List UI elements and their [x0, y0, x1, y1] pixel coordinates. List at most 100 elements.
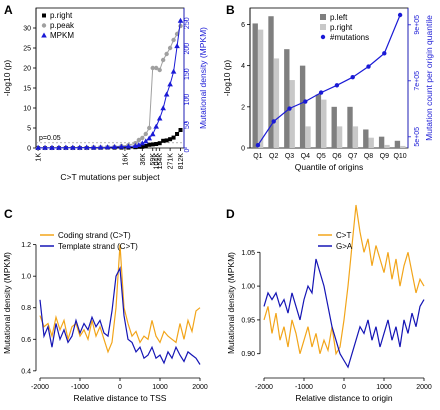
- panel-b: 0 2 4 6 5e+05 7e+05 9e+05 Q1 Q2 Q3 Q4 Q5 Q6 Q7 Q8 Q9 Q10…: [222, 7, 434, 172]
- panel-a-point-p.peak: [136, 137, 142, 143]
- panel-b-point-mutations: [287, 106, 292, 111]
- panel-b-bar-p.right: [321, 99, 327, 148]
- panel-c-y-tick-label: 0.6: [21, 337, 31, 344]
- panel-a-x-tick-label: 271K: [168, 153, 175, 170]
- panel-a-point-p.peak: [157, 67, 162, 73]
- panel-b-bar-p.left: [394, 140, 401, 148]
- panel-a-left-tick-label: 0: [27, 146, 31, 153]
- panel-b-bar-p.left: [252, 23, 258, 148]
- panel-a-right-tick-label: 50: [184, 121, 191, 129]
- panel-b-x-tick-label: Q4: [301, 153, 310, 160]
- panel-d-y-tick-label: 1.05: [241, 250, 255, 257]
- panel-d-legend-label: C>T: [336, 231, 351, 240]
- panel-b-bar-p.left: [284, 49, 290, 149]
- panel-b-left-tick-label: 4: [241, 63, 245, 70]
- panel-b-x-label: Quantile of origins: [295, 162, 364, 172]
- panel-a-point-p.right: [150, 142, 155, 147]
- panel-b-point-mutations: [366, 64, 371, 69]
- panel-a-point-p.right: [140, 144, 145, 149]
- panel-b-bar-p.left: [315, 94, 322, 148]
- panel-a-point-p.right: [175, 132, 180, 136]
- panel-d-x-tick-label: 1000: [376, 384, 392, 391]
- panel-b-right-tick-label: 9e+05: [414, 15, 421, 35]
- panel-d-x-tick-label: -1000: [295, 384, 313, 391]
- panel-c-y-tick-label: 1.2: [21, 242, 31, 249]
- panel-a-point-MPKM: [63, 144, 69, 150]
- panel-b-legend-label: p.right: [330, 23, 353, 32]
- panel-c-x-label: Relative distance to TSS: [74, 393, 167, 403]
- panel-d-legend-label: G>A: [336, 242, 353, 251]
- panel-b-x-tick-label: Q3: [285, 153, 294, 160]
- panel-a-point-MPKM: [167, 81, 173, 87]
- panel-a-threshold-label: p=0.05: [39, 135, 61, 142]
- panel-a-point-p.peak: [143, 131, 148, 137]
- panel-b-x-tick-label: Q8: [364, 153, 373, 160]
- panel-d: 0.90 0.95 1.00 1.05 -2000 -1000 0 1000 2000 C>T G>…: [226, 204, 432, 403]
- panel-b-x-tick-label: Q9: [380, 153, 389, 160]
- panel-a-point-p.peak: [154, 65, 159, 71]
- panel-d-series-line: [263, 258, 425, 369]
- panel-a-legend-label: MPKM: [50, 31, 74, 40]
- panel-b-legend-label: p.left: [330, 13, 348, 22]
- panel-c-legend-label: Coding strand (C>T): [58, 231, 131, 240]
- panel-a-legend-marker-p.right: [42, 13, 46, 18]
- panel-a-right-tick-label: 0: [184, 148, 191, 152]
- panel-c-x-tick-label: 0: [118, 384, 122, 391]
- panel-c-x-tick-label: 2000: [192, 384, 208, 391]
- panel-label-d: D: [226, 207, 235, 221]
- panel-a-right-tick-label: 250: [184, 17, 191, 29]
- panel-b-bar-p.left: [378, 136, 385, 148]
- panel-a-point-p.peak: [147, 125, 152, 131]
- panel-b-point-mutations: [318, 90, 324, 95]
- panel-b-point-mutations: [350, 74, 355, 80]
- panel-a-series-line-p.peak: [38, 25, 181, 149]
- panel-a-point-p.right: [161, 138, 166, 143]
- panel-b-bar-p.right: [305, 126, 311, 148]
- panel-a-point-p.peak: [150, 65, 155, 71]
- panel-a-right-tick-label: 200: [184, 43, 191, 55]
- panel-d-x-label: Relative distance to origin: [295, 393, 393, 403]
- panel-d-series-line: [263, 204, 425, 356]
- panel-a-point-MPKM: [153, 123, 160, 129]
- panel-b-right-tick-label: 7e+05: [414, 71, 421, 91]
- panel-b-legend-swatch-p.right: [320, 24, 326, 30]
- panel-a-point-MPKM: [139, 140, 146, 146]
- panel-a-point-MPKM: [76, 144, 83, 150]
- panel-a-x-tick-label: 812K: [178, 153, 185, 170]
- panel-d-x-tick-label: 0: [342, 384, 346, 391]
- panel-c-y-tick-label: 1.0: [21, 274, 31, 281]
- panel-label-b: B: [226, 3, 235, 17]
- panel-a-point-p.right: [143, 144, 148, 148]
- panel-b-point-mutations: [271, 119, 276, 124]
- panel-a-x-tick-label: 16K: [122, 153, 129, 166]
- panel-d-y-label: Mutational density (MPKM): [226, 252, 236, 354]
- panel-b-bar-p.right: [289, 80, 295, 148]
- panel-a-point-p.right: [154, 142, 159, 146]
- panel-d-y-tick-label: 1.00: [241, 284, 255, 291]
- panel-b-left-tick-label: 6: [241, 22, 245, 29]
- panel-a-left-tick-label: 25: [23, 46, 31, 53]
- panel-b-bar-p.right: [336, 126, 343, 148]
- panel-b-point-mutations: [397, 12, 403, 18]
- panel-a-x-label: C>T mutations per subject: [60, 172, 160, 182]
- panel-a-series-line-MPKM: [38, 20, 181, 149]
- panel-a-point-MPKM: [90, 144, 97, 150]
- panel-a-left-tick-label: 15: [23, 86, 31, 93]
- panel-b-x-tick-label: Q7: [348, 153, 357, 160]
- panel-a-x-tick-label: 1K: [36, 153, 43, 162]
- panel-d-x-tick-label: 2000: [416, 384, 432, 391]
- panel-a-point-MPKM: [156, 115, 163, 121]
- panel-b-bar-p.left: [331, 106, 337, 148]
- panel-a-point-p.right: [164, 138, 169, 143]
- panel-c-series-line: [39, 266, 201, 365]
- panel-a-legend-marker-MPKM: [41, 32, 47, 38]
- panel-a-point-MPKM: [83, 144, 90, 150]
- panel-b-series-line-mutations: [257, 14, 401, 146]
- panel-c-x-tick-label: -1000: [71, 384, 89, 391]
- panel-b-bar-p.right: [368, 137, 374, 148]
- panel-a-left-tick-label: 5: [27, 126, 31, 133]
- panel-a-x-tick-label: 36K: [140, 153, 147, 166]
- panel-a-point-p.peak: [164, 51, 169, 57]
- panel-a-point-MPKM: [149, 131, 156, 137]
